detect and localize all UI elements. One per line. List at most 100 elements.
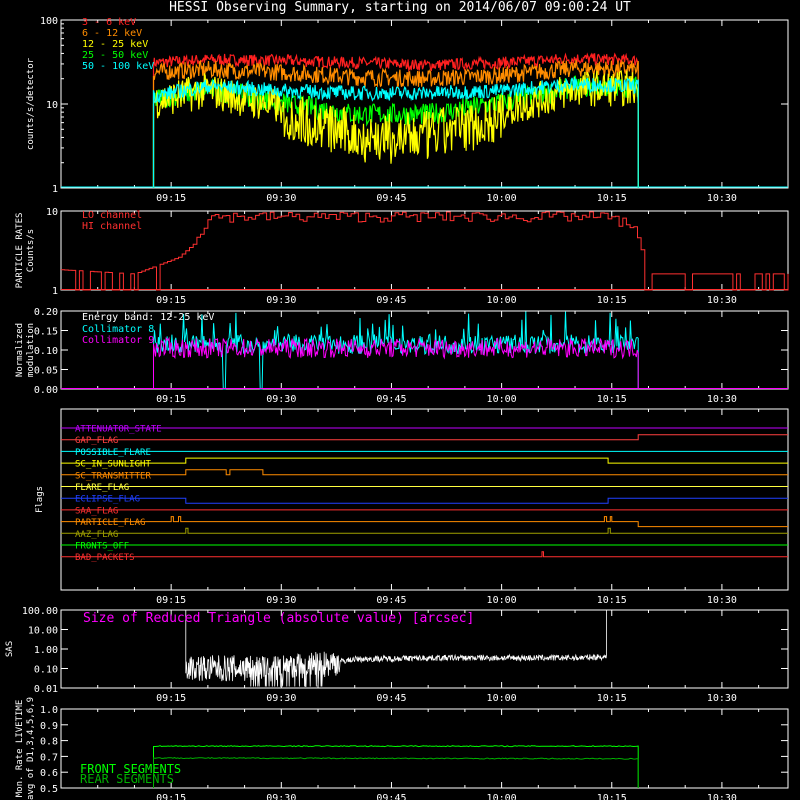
modulation-ytick-label: 0.20 xyxy=(34,307,58,318)
modulation-ytick-label: 0.15 xyxy=(34,327,58,338)
livetime-ytick-label: 1.0 xyxy=(40,705,58,716)
flag-label-7: SAA_FLAG xyxy=(75,506,118,516)
flag-line-6 xyxy=(61,497,788,504)
lightcurve-series-0 xyxy=(152,52,639,188)
modulation-ylabel2: modulation xyxy=(26,323,36,377)
page-title: HESSI Observing Summary, starting on 201… xyxy=(169,0,631,15)
modulation-xtick-label: 09:45 xyxy=(376,394,406,405)
flag-label-9: AAZ_FLAG xyxy=(75,530,118,540)
sas-xtick-label: 10:15 xyxy=(597,693,627,704)
livetime-ytick-label: 0.7 xyxy=(40,752,58,763)
flags-frame xyxy=(60,408,789,591)
lightcurve-xtick-label: 09:45 xyxy=(376,193,406,204)
lightcurve-xtick-label: 09:30 xyxy=(266,193,296,204)
livetime-xtick-label: 10:30 xyxy=(707,793,737,800)
flag-label-10: FRONTS_OFF xyxy=(75,542,129,552)
particle-ytick-label: 10 xyxy=(46,207,58,218)
flags-xtick-label: 10:00 xyxy=(487,595,517,606)
flag-label-0: ATTENUATOR_STATE xyxy=(75,425,162,435)
sas-xtick-label: 10:00 xyxy=(487,693,517,704)
livetime-ytick-label: 0.9 xyxy=(40,721,58,732)
flag-label-2: POSSIBLE_FLARE xyxy=(75,448,151,458)
sas-ytick-label: 0.01 xyxy=(34,684,58,695)
flags-xtick-label: 10:15 xyxy=(597,595,627,606)
particle-xtick-label: 10:00 xyxy=(487,295,517,306)
flags-ylabel: Flags xyxy=(35,486,45,513)
livetime-legend-0: FRONT SEGMENTS xyxy=(80,762,181,776)
flag-label-1: GAP_FLAG xyxy=(75,436,118,446)
lightcurve-legend-2: 12 - 25 keV xyxy=(82,39,148,50)
flag-label-6: ECLIPSE_FLAG xyxy=(75,495,140,505)
sas-xtick-label: 09:30 xyxy=(266,693,296,704)
sas-ytick-label: 0.10 xyxy=(34,665,58,676)
sas-ytick-label: 10.00 xyxy=(28,626,58,637)
livetime-ytick-label: 0.5 xyxy=(40,784,58,795)
flag-label-4: SC_TRANSMITTER xyxy=(75,471,151,481)
lightcurve-legend-1: 6 - 12 keV xyxy=(82,28,142,39)
lightcurve-xtick-label: 09:15 xyxy=(156,193,186,204)
sas-xtick-label: 10:30 xyxy=(707,693,737,704)
lightcurve-legend-3: 25 - 50 keV xyxy=(82,50,148,61)
livetime-ylabel2: avg of D1,3,4,5,6,9 xyxy=(26,697,36,800)
particle-xtick-label: 10:30 xyxy=(707,295,737,306)
flags-xtick-label: 10:30 xyxy=(707,595,737,606)
lightcurve-xtick-label: 10:15 xyxy=(597,193,627,204)
particle-xtick-label: 09:15 xyxy=(156,295,186,306)
livetime-xtick-label: 10:15 xyxy=(597,793,627,800)
modulation-ytick-label: 0.05 xyxy=(34,366,58,377)
livetime-ytick-label: 0.6 xyxy=(40,768,58,779)
livetime-xtick-label: 09:15 xyxy=(156,793,186,800)
particle-xtick-label: 10:15 xyxy=(597,295,627,306)
particle-xtick-label: 09:45 xyxy=(376,295,406,306)
flag-line-11 xyxy=(61,551,788,558)
lightcurve-legend-4: 50 - 100 keV xyxy=(82,61,154,72)
sas-xtick-label: 09:15 xyxy=(156,693,186,704)
livetime-ytick-label: 0.8 xyxy=(40,737,58,748)
flag-line-8 xyxy=(61,516,788,528)
modulation-ytick-label: 0.10 xyxy=(34,346,58,357)
particle-ylabel2: Counts/s xyxy=(26,229,36,272)
flag-line-9 xyxy=(61,527,788,534)
flag-label-11: BAD_PACKETS xyxy=(75,553,135,563)
particle-legend-1: HI channel xyxy=(82,221,142,232)
flags-xtick-label: 09:15 xyxy=(156,595,186,606)
lightcurve-legend-0: 3 - 6 keV xyxy=(82,17,136,28)
livetime-series-0 xyxy=(153,745,639,788)
lightcurve-ytick-label: 1 xyxy=(52,184,58,195)
modulation-xtick-label: 10:30 xyxy=(707,394,737,405)
modulation-ylabel: Normalized xyxy=(15,323,25,377)
modulation-ytick-label: 0.00 xyxy=(34,385,58,396)
modulation-legend-1: Collimator 9 xyxy=(82,335,154,346)
lightcurve-xtick-label: 10:30 xyxy=(707,193,737,204)
lightcurve-series-1 xyxy=(152,59,639,188)
flag-line-4 xyxy=(61,469,788,476)
flag-label-3: SC_IN_SUNLIGHT xyxy=(75,460,151,470)
particle-legend-0: LO channel xyxy=(82,210,142,221)
particle-series-lo xyxy=(61,211,789,291)
particle-xtick-label: 09:30 xyxy=(266,295,296,306)
sas-xtick-label: 09:45 xyxy=(376,693,406,704)
particle-ytick-label: 1 xyxy=(52,286,58,297)
flag-line-3 xyxy=(61,457,788,464)
modulation-series-1 xyxy=(153,336,639,389)
sas-annotation: Size of Reduced Triangle (absolute value… xyxy=(83,611,474,626)
livetime-ylabel: Mon. Rate LIVETIME xyxy=(15,700,25,798)
lightcurve-ylabel: counts/s/detector xyxy=(26,57,36,150)
particle-ylabel: PARTICLE RATES xyxy=(15,213,25,289)
flags-xtick-label: 09:45 xyxy=(376,595,406,606)
modulation-xtick-label: 09:15 xyxy=(156,394,186,405)
sas-ylabel: SAS xyxy=(5,641,15,657)
livetime-series-1 xyxy=(153,757,639,788)
modulation-legend-title: Energy band: 12-25 keV xyxy=(82,312,214,323)
livetime-xtick-label: 09:45 xyxy=(376,793,406,800)
flags-xtick-label: 09:30 xyxy=(266,595,296,606)
sas-ytick-label: 1.00 xyxy=(34,645,58,656)
lightcurve-ytick-label: 100 xyxy=(40,16,58,27)
sas-series xyxy=(185,610,607,687)
flag-label-5: FLARE_FLAG xyxy=(75,483,129,493)
modulation-xtick-label: 10:00 xyxy=(487,394,517,405)
sas-ytick-label: 100.00 xyxy=(22,606,58,617)
livetime-xtick-label: 09:30 xyxy=(266,793,296,800)
lightcurve-series-4 xyxy=(152,77,639,188)
